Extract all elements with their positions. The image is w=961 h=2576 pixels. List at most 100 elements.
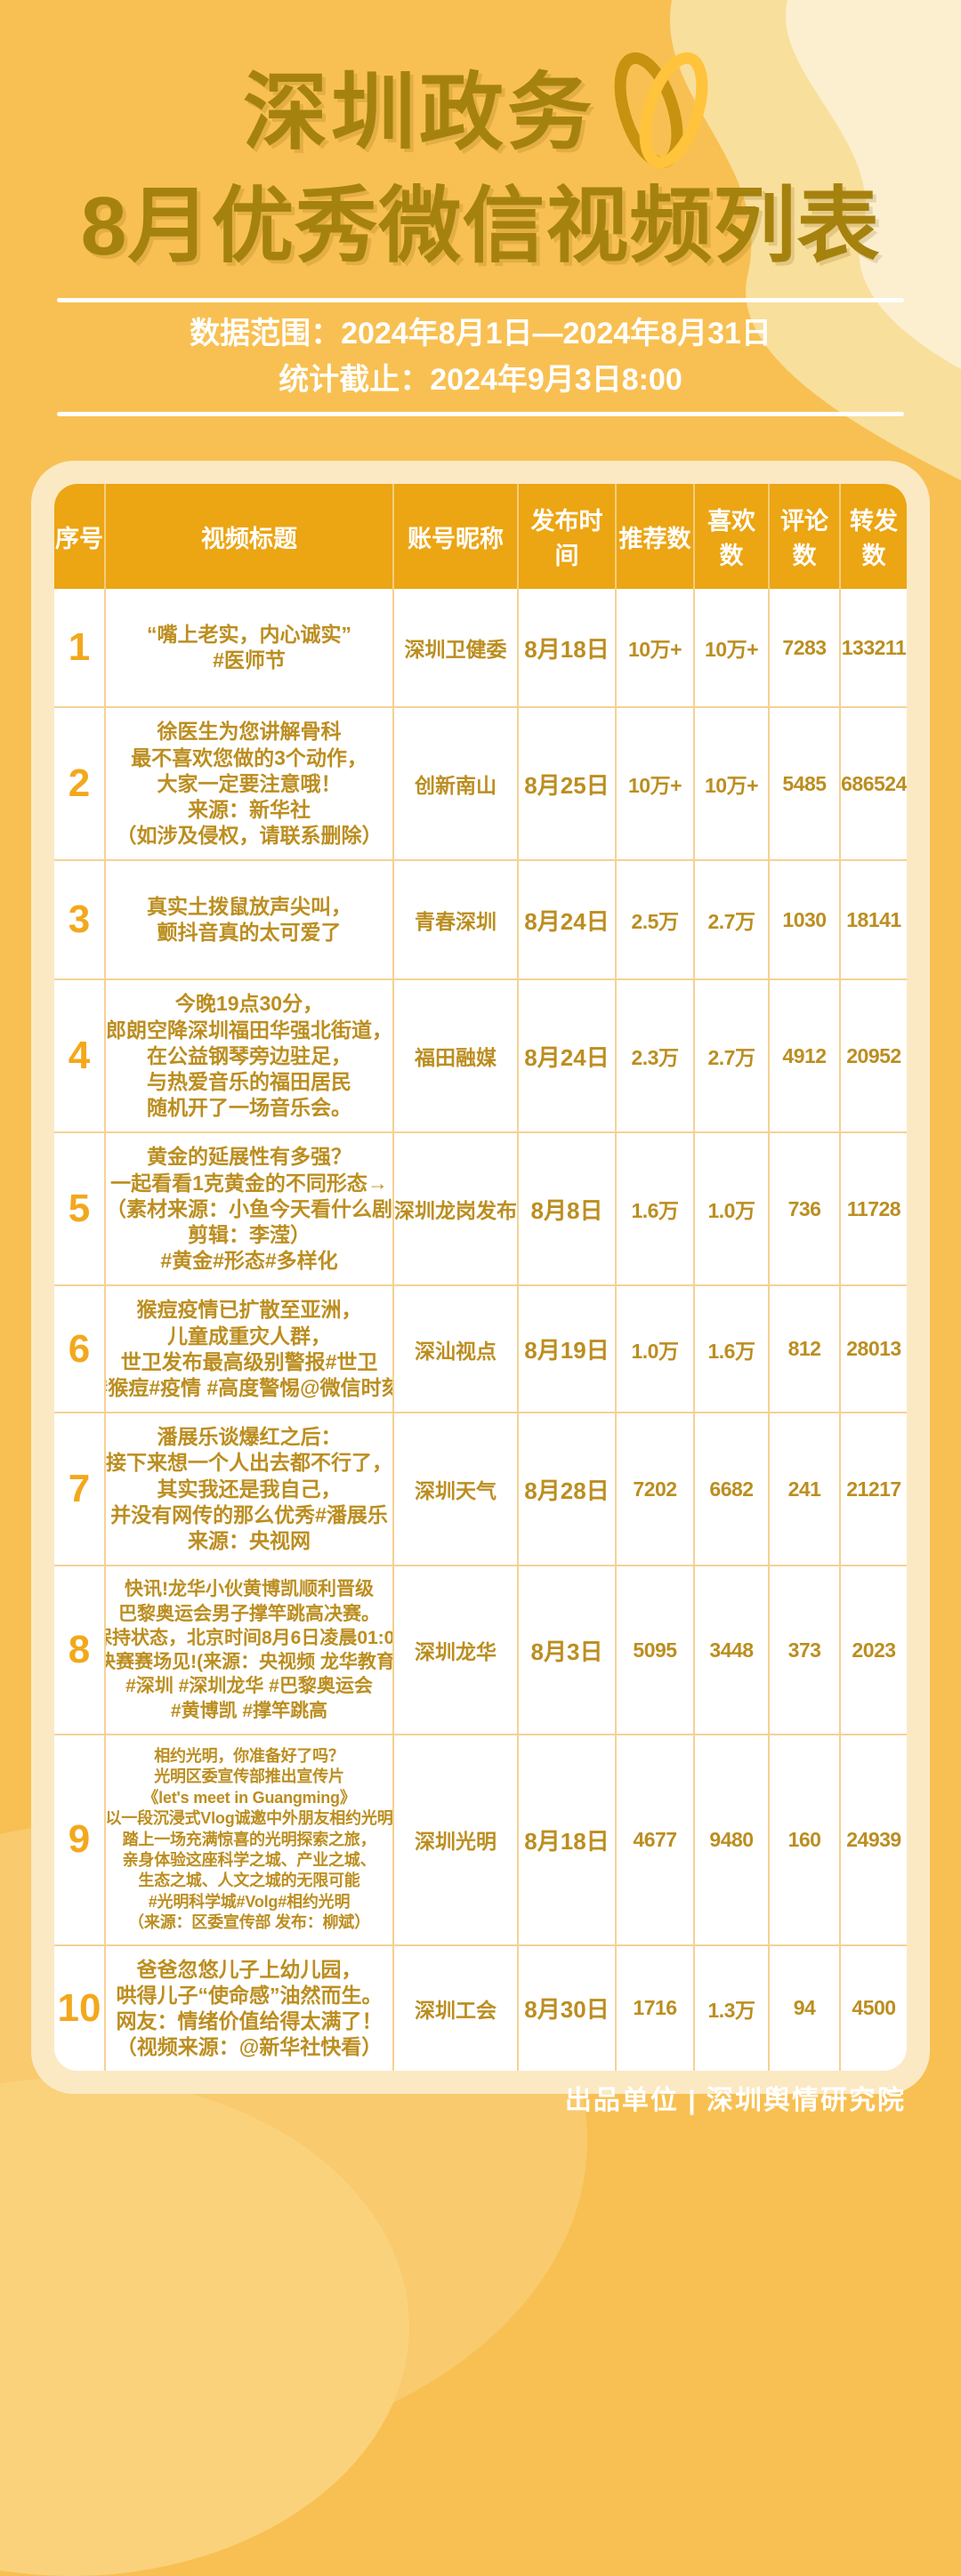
comment-count: 5485 [768, 708, 839, 860]
table-header-row: 序号 视频标题 账号昵称 发布时间 推荐数 喜欢数 评论数 转发数 [54, 484, 907, 590]
video-title-line: 真实土拨鼠放声尖叫， [147, 895, 351, 919]
comment-count: 7283 [768, 589, 839, 707]
column-header: 视频标题 [104, 484, 392, 590]
table-row: 4 今晚19点30分， 郎朗空降深圳福田华强北街道， 在公益钢琴旁边驻足， 与热爱音乐的… [54, 978, 907, 1132]
row-number: 5 [68, 1187, 91, 1231]
account-name: 深圳龙华 [392, 1566, 517, 1734]
video-title-line: 徐医生为您讲解骨科 [157, 720, 342, 744]
like-count: 10万+ [693, 708, 768, 860]
table-row: 2 徐医生为您讲解骨科 最不喜欢您做的3个动作， 大家一定要注意哦！ 来源：新华社 （如涉… [54, 706, 907, 860]
like-count: 1.6万 [693, 1286, 768, 1413]
video-title-line: 黄金的延展性有多强？ [147, 1145, 351, 1169]
share-count: 11728 [839, 1133, 907, 1285]
video-title-line: 颤抖音真的太可爱了 [157, 921, 342, 945]
data-range-block: 数据范围：2024年8月1日—2024年8月31日 统计截止：2024年9月3日… [0, 311, 961, 403]
share-count: 21217 [839, 1413, 907, 1566]
video-title-line: 潘展乐谈爆红之后： [157, 1425, 342, 1449]
video-title-line: 决赛赛场见!(来源：央视频 龙华教育) [104, 1652, 392, 1673]
account-name: 深圳天气 [392, 1413, 517, 1566]
publish-date: 8月25日 [517, 708, 615, 860]
video-ranking-table: 序号 视频标题 账号昵称 发布时间 推荐数 喜欢数 评论数 转发数 1 “嘴上老实，内心诚实” #… [54, 484, 907, 2072]
recommend-count: 2.3万 [615, 980, 693, 1132]
video-title: 徐医生为您讲解骨科 最不喜欢您做的3个动作， 大家一定要注意哦！ 来源：新华社 （如涉及… [104, 708, 392, 860]
bottom-left-inner-blob-decoration [0, 2078, 409, 2576]
account-name: 创新南山 [392, 708, 517, 860]
video-title: 爸爸忽悠儿子上幼儿园， 哄得儿子“使命感”油然而生。 网友：情绪价值给得太满了！ （视… [104, 1945, 392, 2072]
column-header: 序号 [55, 525, 103, 552]
video-title: 猴痘疫情已扩散至亚洲， 儿童成重灾人群， 世卫发布最高级别警报#世卫 #猴痘#疫情 #… [104, 1286, 392, 1413]
account-name: 福田融媒 [392, 980, 517, 1132]
row-number: 7 [68, 1467, 91, 1511]
comment-count: 812 [768, 1286, 839, 1413]
publish-date: 8月24日 [517, 861, 615, 979]
recommend-count: 4677 [615, 1735, 693, 1944]
row-number: 3 [68, 898, 91, 942]
video-title: “嘴上老实，内心诚实” #医师节 [104, 589, 392, 707]
publish-date: 8月28日 [517, 1413, 615, 1566]
video-title: 今晚19点30分， 郎朗空降深圳福田华强北街道， 在公益钢琴旁边驻足， 与热爱音乐的福… [104, 980, 392, 1132]
video-title-line: 保持状态，北京时间8月6日凌晨01:00 [104, 1627, 392, 1648]
video-title-line: 剪辑：李滢） [188, 1222, 311, 1246]
video-title-line: 随机开了一场音乐会。 [147, 1096, 351, 1120]
video-title-line: 哄得儿子“使命感”油然而生。 [116, 1983, 383, 2007]
video-title-line: 大家一定要注意哦！ [157, 771, 342, 795]
page-header: 深圳政务 8月优秀微信视频列表 [0, 0, 961, 268]
video-title-line: （视频来源：@新华社快看） [116, 2035, 383, 2059]
row-number: 6 [68, 1326, 91, 1371]
table-row: 3 真实土拨鼠放声尖叫， 颤抖音真的太可爱了 青春深圳 8月24日 2.5万 2.7万 103… [54, 859, 907, 979]
row-number: 1 [68, 625, 91, 670]
account-name: 青春深圳 [392, 861, 517, 979]
share-count: 24939 [839, 1735, 907, 1944]
publish-date: 8月24日 [517, 980, 615, 1132]
page-title-line1: 深圳政务 [242, 66, 595, 161]
like-count: 2.7万 [693, 980, 768, 1132]
video-title-line: 相约光明，你准备好了吗？ [154, 1747, 344, 1765]
video-title: 真实土拨鼠放声尖叫， 颤抖音真的太可爱了 [104, 861, 392, 979]
video-title-line: “嘴上老实，内心诚实” [147, 623, 351, 647]
stats-deadline-text: 统计截止：2024年9月3日8:00 [279, 362, 682, 397]
video-title-line: 网友：情绪价值给得太满了！ [116, 2008, 383, 2033]
share-count: 686524 [839, 708, 907, 860]
video-title-line: 其实我还是我自己， [157, 1477, 342, 1501]
row-number: 8 [68, 1628, 91, 1672]
account-name: 深汕视点 [392, 1286, 517, 1413]
comment-count: 373 [768, 1566, 839, 1734]
comment-count: 160 [768, 1735, 839, 1944]
comment-count: 94 [768, 1945, 839, 2072]
recommend-count: 10万+ [615, 589, 693, 707]
page-title-line2: 8月优秀微信视频列表 [80, 180, 881, 272]
comment-count: 1030 [768, 861, 839, 979]
infographic-page: 深圳政务 8月优秀微信视频列表 数据范围：2024年8月1日—2024年8月31… [0, 0, 961, 2115]
video-title-line: #医师节 [213, 648, 286, 672]
share-count: 133211 [839, 589, 907, 707]
video-title-line: 今晚19点30分， [174, 992, 324, 1016]
row-number: 4 [68, 1034, 91, 1078]
video-title-line: 踏上一场充满惊喜的光明探索之旅， [122, 1830, 376, 1848]
divider-line-top [57, 298, 904, 302]
video-title: 快讯!龙华小伙黄博凯顺利晋级 巴黎奥运会男子撑竿跳高决赛。 保持状态，北京时间8月6… [104, 1566, 392, 1734]
column-header: 账号昵称 [392, 484, 517, 590]
column-header: 评论数 [768, 484, 839, 590]
recommend-count: 10万+ [615, 708, 693, 860]
row-number: 10 [57, 1985, 101, 2030]
share-count: 2023 [839, 1566, 907, 1734]
row-number: 2 [68, 761, 91, 806]
publish-date: 8月8日 [517, 1133, 615, 1285]
table-panel: 序号 视频标题 账号昵称 发布时间 推荐数 喜欢数 评论数 转发数 1 “嘴上老实，内心诚实” #… [31, 461, 930, 2095]
video-title-line: #黄金#形态#多样化 [160, 1249, 338, 1273]
table-row: 10 爸爸忽悠儿子上幼儿园， 哄得儿子“使命感”油然而生。 网友：情绪价值给得太满了！… [54, 1944, 907, 2072]
like-count: 6682 [693, 1413, 768, 1566]
account-name: 深圳卫健委 [392, 589, 517, 707]
account-name: 深圳龙岗发布 [392, 1133, 517, 1285]
comment-count: 736 [768, 1133, 839, 1285]
recommend-count: 5095 [615, 1566, 693, 1734]
wechat-channels-logo-icon [614, 52, 708, 169]
table-row: 7 潘展乐谈爆红之后： 接下来想一个人出去都不行了， 其实我还是我自己， 并没有网传的那… [54, 1412, 907, 1566]
table-row: 8 快讯!龙华小伙黄博凯顺利晋级 巴黎奥运会男子撑竿跳高决赛。 保持状态，北京时间8月… [54, 1565, 907, 1734]
comment-count: 4912 [768, 980, 839, 1132]
video-title-line: 世卫发布最高级别警报#世卫 [120, 1349, 378, 1373]
recommend-count: 1716 [615, 1945, 693, 2072]
table-row: 1 “嘴上老实，内心诚实” #医师节 深圳卫健委 8月18日 10万+ 10万+ 7283 13… [54, 589, 907, 707]
video-title-line: 与热爱音乐的福田居民 [147, 1069, 351, 1093]
video-title-line: 郎朗空降深圳福田华强北街道， [106, 1018, 392, 1042]
